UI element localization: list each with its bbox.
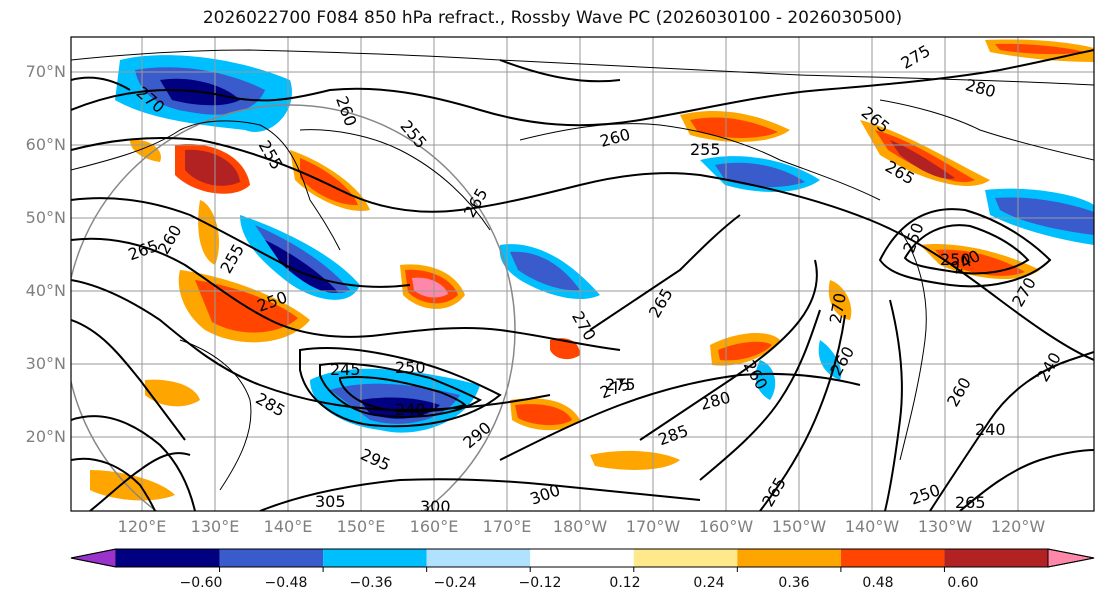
colorbar-tick-label: 0.48: [862, 575, 894, 591]
refractivity-contours: [71, 49, 1094, 511]
lat-label-50: 50°N: [25, 208, 66, 227]
lon-label-160e: 160°E: [409, 517, 459, 536]
colorbar-tick-label: 0.60: [947, 575, 979, 591]
colorbar-outline: [70, 548, 1095, 568]
lon-label-120e: 120°E: [117, 517, 167, 536]
contour-label: 265: [955, 493, 986, 512]
colorbar-segment: [944, 549, 1048, 567]
colorbar-segment: [633, 549, 738, 567]
positive-anomaly-shading: [90, 39, 1094, 501]
colorbar-segment: [737, 549, 841, 567]
colorbar-segment: [323, 549, 427, 567]
lon-label-180w: 180°W: [552, 517, 608, 536]
contour-label: 240: [395, 400, 426, 419]
colorbar-tick-label: −0.60: [179, 575, 223, 591]
contour-label: 305: [315, 492, 346, 511]
colorbar: [70, 548, 1095, 572]
coastlines: [71, 49, 1094, 491]
graticule: [71, 37, 1094, 511]
contour-label: 250: [395, 358, 426, 377]
map-frame: [70, 36, 1095, 512]
lat-label-70: 70°N: [25, 62, 66, 81]
colorbar-segment: [840, 549, 945, 567]
map-title: 2026022700 F084 850 hPa refract., Rossby…: [202, 8, 903, 28]
lat-label-60: 60°N: [25, 135, 66, 154]
lat-label-30: 30°N: [25, 354, 66, 373]
lon-label-150w: 150°W: [771, 517, 827, 536]
lat-label-20: 20°N: [25, 427, 66, 446]
contour-label: 255: [690, 140, 721, 159]
colorbar-segment: [116, 549, 220, 567]
lon-label-120w: 120°W: [990, 517, 1046, 536]
contour-label: 240: [975, 420, 1006, 439]
colorbar-extend-min: [70, 548, 117, 568]
contour-label: 250: [940, 250, 971, 269]
colorbar-tick-label: −0.12: [518, 575, 562, 591]
lon-label-160w: 160°W: [698, 517, 754, 536]
colorbar-tick-label: −0.24: [433, 575, 477, 591]
colorbar-tick-label: 0.24: [693, 575, 725, 591]
colorbar-tick-label: 0.12: [609, 575, 641, 591]
colorbar-segment: [426, 549, 531, 567]
colorbar-tick-label: −0.48: [264, 575, 308, 591]
lon-label-140w: 140°W: [844, 517, 900, 536]
great-circle-ring: [71, 104, 516, 511]
contour-label: 275: [605, 375, 636, 394]
lon-label-170e: 170°E: [482, 517, 532, 536]
contour-label: 245: [330, 360, 361, 379]
colorbar-segment: [530, 549, 634, 567]
colorbar-extend-max: [1047, 548, 1095, 568]
colorbar-segment: [219, 549, 324, 567]
negative-anomaly-shading: [115, 55, 1094, 433]
lat-label-40: 40°N: [25, 281, 66, 300]
lon-label-150e: 150°E: [336, 517, 386, 536]
lon-label-130e: 130°E: [190, 517, 240, 536]
contour-label: 300: [420, 497, 451, 516]
colorbar-tick-label: 0.36: [778, 575, 810, 591]
colorbar-tick-label: −0.36: [349, 575, 393, 591]
lon-label-170w: 170°W: [625, 517, 681, 536]
lon-label-130w: 130°W: [917, 517, 973, 536]
lon-label-140e: 140°E: [263, 517, 313, 536]
